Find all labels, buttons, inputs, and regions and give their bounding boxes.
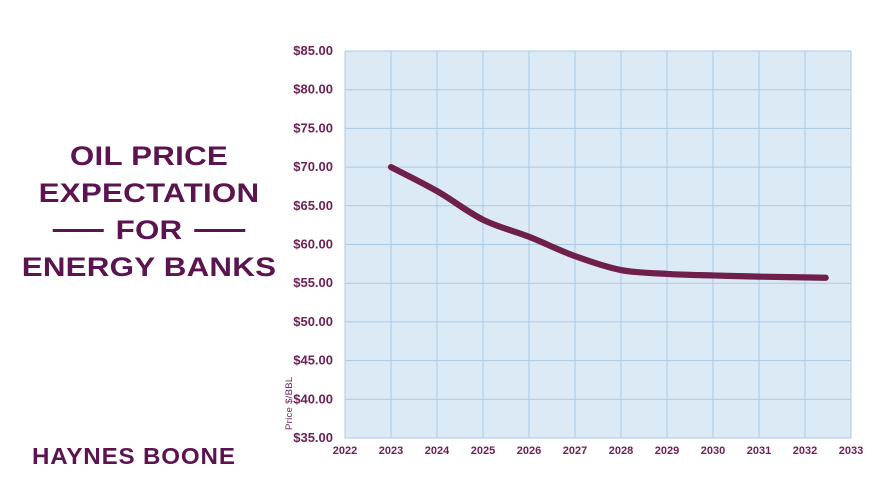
svg-text:2031: 2031 xyxy=(747,445,771,457)
svg-text:2029: 2029 xyxy=(655,445,679,457)
svg-text:2024: 2024 xyxy=(425,445,450,457)
svg-text:2032: 2032 xyxy=(793,445,817,457)
svg-text:$70.00: $70.00 xyxy=(293,159,333,174)
svg-text:2026: 2026 xyxy=(517,445,541,457)
svg-text:$55.00: $55.00 xyxy=(293,275,333,290)
svg-text:2025: 2025 xyxy=(471,445,495,457)
svg-text:$85.00: $85.00 xyxy=(293,43,333,58)
svg-text:2022: 2022 xyxy=(333,445,357,457)
svg-text:$35.00: $35.00 xyxy=(293,430,333,445)
svg-text:$80.00: $80.00 xyxy=(293,82,333,97)
svg-text:2028: 2028 xyxy=(609,445,633,457)
svg-text:$65.00: $65.00 xyxy=(293,198,333,213)
svg-text:$75.00: $75.00 xyxy=(293,120,333,135)
svg-text:$50.00: $50.00 xyxy=(293,314,333,329)
svg-text:2033: 2033 xyxy=(839,445,863,457)
svg-text:2027: 2027 xyxy=(563,445,587,457)
svg-text:$40.00: $40.00 xyxy=(293,391,333,406)
svg-text:2023: 2023 xyxy=(379,445,403,457)
svg-text:2030: 2030 xyxy=(701,445,725,457)
svg-text:$60.00: $60.00 xyxy=(293,237,333,252)
svg-text:$45.00: $45.00 xyxy=(293,353,333,368)
